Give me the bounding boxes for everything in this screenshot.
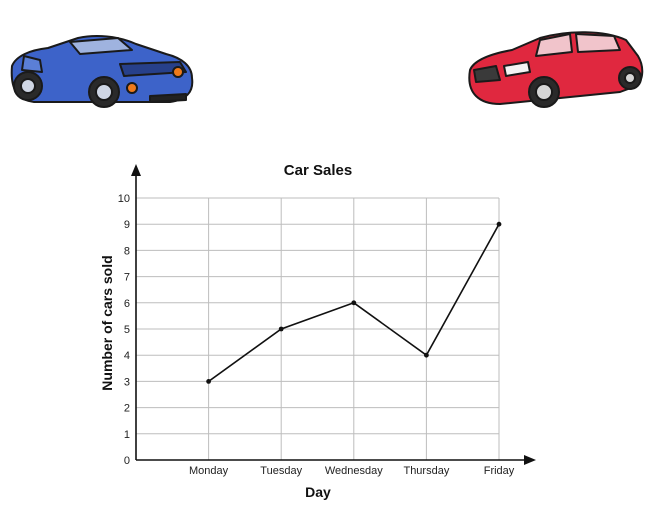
data-point-thursday: [424, 352, 429, 358]
x-axis-arrow: [524, 455, 536, 465]
y-axis-arrow: [131, 164, 141, 176]
y-tick-label: 8: [124, 245, 130, 257]
y-tick-label: 5: [124, 324, 130, 336]
y-tick-label: 3: [124, 376, 130, 388]
x-tick-label: Thursday: [403, 465, 449, 477]
y-tick-label: 1: [124, 429, 130, 441]
y-tick-label: 4: [124, 350, 130, 362]
data-point-monday: [206, 379, 212, 384]
x-tick-label: Tuesday: [260, 465, 302, 477]
y-tick-label: 10: [118, 193, 130, 205]
y-tick-label: 6: [124, 298, 130, 310]
series-sales: [206, 221, 502, 384]
x-tick-label: Friday: [484, 465, 515, 477]
y-tick-label: 2: [124, 403, 130, 415]
x-axis-title: Day: [305, 484, 331, 500]
x-tick-label: Wednesday: [325, 465, 383, 477]
y-axis-title: Number of cars sold: [99, 255, 115, 390]
data-point-wednesday: [351, 300, 357, 306]
data-point-tuesday: [278, 326, 284, 332]
y-tick-label: 7: [124, 272, 130, 284]
y-tick-label: 0: [124, 455, 130, 467]
grid: [136, 197, 500, 460]
axes: [131, 164, 536, 465]
y-tick-label: 9: [124, 219, 130, 231]
y-tick-labels: 0 1 2 3 4 5 6 7 8 9 10: [118, 193, 130, 467]
x-tick-label: Monday: [189, 465, 229, 477]
x-tick-labels: Monday Tuesday Wednesday Thursday Friday: [189, 465, 515, 477]
chart-title: Car Sales: [284, 162, 352, 179]
data-point-friday: [496, 221, 502, 227]
